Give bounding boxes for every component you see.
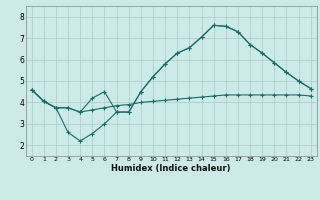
X-axis label: Humidex (Indice chaleur): Humidex (Indice chaleur) — [111, 164, 231, 173]
